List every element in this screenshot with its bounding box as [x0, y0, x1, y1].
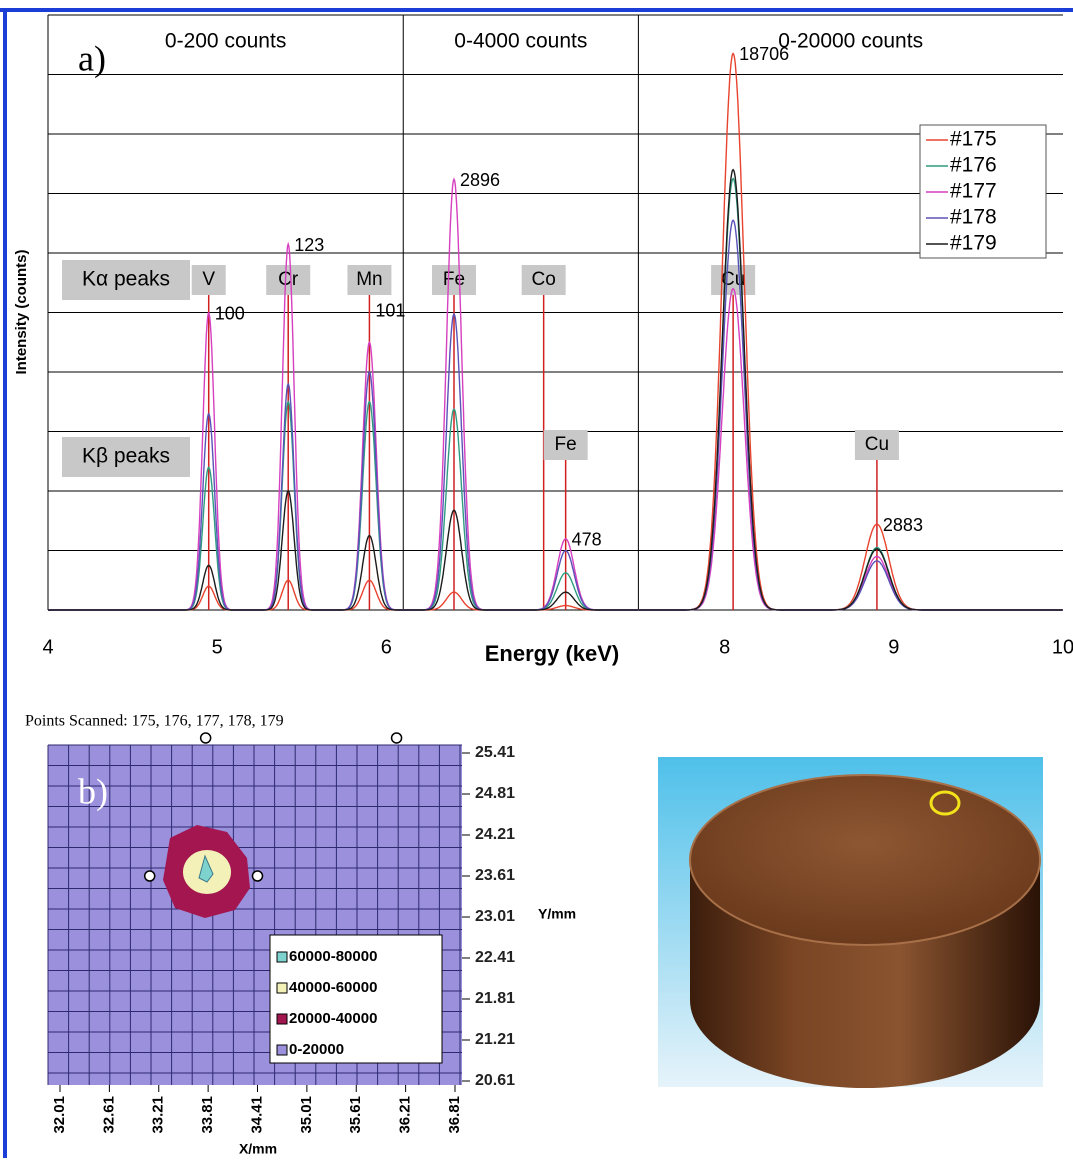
marker-label: V [202, 269, 215, 290]
y-tick-label: 25.41 [475, 744, 515, 761]
value-label: 2896 [460, 170, 500, 190]
marker-label: Fe [555, 434, 577, 455]
y-axis-label: Intensity (counts) [13, 249, 30, 374]
x-tick-label: 35.61 [347, 1096, 364, 1134]
legend-label: #176 [950, 154, 997, 177]
legend-swatch [276, 951, 288, 963]
contour-region [198, 854, 214, 883]
x-tick-label: 10 [1052, 636, 1073, 658]
spectrum-line [638, 219, 1063, 611]
marker-label: Co [532, 269, 556, 290]
photo-cylinder-top [689, 774, 1041, 946]
scan-point [199, 732, 212, 744]
legend-label: #178 [950, 206, 997, 229]
value-label: 100 [215, 303, 245, 323]
scan-point [251, 870, 264, 882]
marker-box [854, 430, 899, 460]
y-tick-label: 21.81 [475, 990, 515, 1007]
photo-marker [929, 790, 961, 816]
marker-label: Fe [443, 269, 465, 290]
map-title: Points Scanned: 175, 176, 177, 178, 179 [25, 713, 284, 730]
panel-label: a) [78, 38, 106, 78]
x-tick-label: 6 [381, 636, 392, 658]
value-label: 18706 [739, 44, 789, 64]
y-axis-label: Y/mm [538, 906, 576, 922]
spectrum-line [48, 400, 404, 611]
y-tick-label: 22.41 [475, 949, 515, 966]
y-tick-label: 23.61 [475, 867, 515, 884]
x-tick-label: 32.01 [51, 1096, 68, 1134]
marker-box [347, 265, 392, 295]
x-tick-label: 34.41 [248, 1096, 265, 1134]
spectrum-line [638, 168, 1063, 611]
value-label: 478 [572, 530, 602, 550]
spectrum-line [403, 509, 639, 611]
legend-swatch [276, 1044, 288, 1056]
x-tick-label: 33.21 [150, 1096, 167, 1134]
x-tick-label: 9 [888, 636, 899, 658]
spectrum-line [403, 591, 639, 611]
legend-label: 0-20000 [289, 1041, 344, 1058]
legend-swatch [276, 1013, 288, 1025]
row-label: Kβ peaks [82, 445, 170, 468]
legend-swatch [276, 982, 288, 994]
spectrum-line [403, 177, 639, 611]
marker-box [543, 430, 588, 460]
y-tick-label: 20.61 [475, 1072, 515, 1089]
marker-box [266, 265, 311, 295]
marker-label: Mn [356, 269, 382, 290]
marker-label: Cu [865, 434, 889, 455]
x-tick-label: 35.01 [298, 1096, 315, 1134]
legend-box [269, 934, 443, 1064]
value-label: 101 [375, 300, 405, 320]
marker-box [521, 265, 566, 295]
panel-label: b) [78, 771, 108, 811]
spectrum-line [638, 287, 1063, 611]
y-tick-label: 24.21 [475, 826, 515, 843]
legend-label: 60000-80000 [289, 948, 377, 965]
region-label: 0-4000 counts [454, 30, 587, 53]
x-tick-label: 33.81 [199, 1096, 216, 1134]
row-label-box [62, 260, 190, 300]
spectrum-line [48, 489, 404, 611]
row-label: Kα peaks [82, 268, 170, 291]
legend-label: 40000-60000 [289, 979, 377, 996]
scan-point [143, 870, 156, 882]
y-tick-label: 23.01 [475, 908, 515, 925]
row-label-box [62, 437, 190, 477]
y-tick-label: 24.81 [475, 785, 515, 802]
y-tick-label: 21.21 [475, 1031, 515, 1048]
x-axis-label: X/mm [239, 1141, 277, 1157]
scan-point [390, 732, 403, 744]
x-tick-label: 4 [42, 636, 53, 658]
x-axis-label: Energy (keV) [485, 641, 620, 666]
legend-label: #179 [950, 232, 997, 255]
legend-label: 20000-40000 [289, 1010, 377, 1027]
marker-box [432, 265, 476, 295]
marker-box [191, 265, 226, 295]
x-tick-label: 36.21 [397, 1096, 414, 1134]
x-tick-label: 36.81 [446, 1096, 463, 1134]
value-label: 2883 [883, 515, 923, 535]
legend-label: #177 [950, 180, 997, 203]
x-tick-label: 32.61 [100, 1096, 117, 1134]
x-tick-label: 8 [719, 636, 730, 658]
marker-label: Cr [278, 269, 299, 290]
region-label: 0-200 counts [165, 30, 286, 53]
region-label: 0-20000 counts [778, 30, 923, 53]
x-tick-label: 5 [212, 636, 223, 658]
marker-box [711, 265, 756, 295]
value-label: 123 [294, 235, 324, 255]
legend-label: #175 [950, 128, 997, 151]
